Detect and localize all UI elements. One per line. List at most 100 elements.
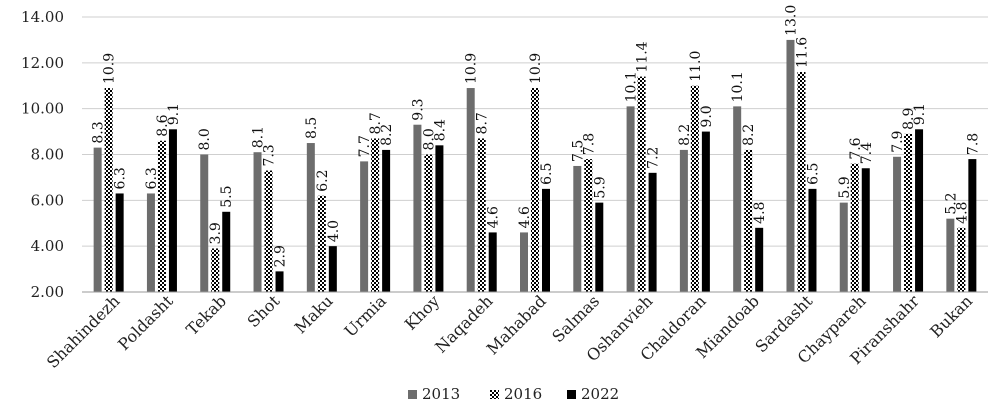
- bar-2016-bukan: [957, 227, 966, 292]
- bar-2022-salmas: [595, 202, 604, 292]
- data-label-2013-mahabad: 4.6: [517, 206, 533, 228]
- category-label: Shahindezh: [43, 291, 124, 372]
- category-label: Urmia: [340, 291, 390, 341]
- legend-label-2013: 2013: [422, 385, 460, 403]
- bar-2016-maku: [317, 195, 326, 292]
- bar-2016-miandoab: [744, 149, 753, 292]
- category-label: Poldasht: [114, 291, 177, 354]
- bar-2013-shot: [253, 152, 262, 292]
- data-label-2013-bukan: 5.2: [943, 192, 959, 214]
- bar-2022-chaldoran: [701, 131, 710, 292]
- bar-2016-piranshahr: [904, 133, 913, 292]
- bar-2016-poldasht: [157, 140, 166, 292]
- bar-2022-mahabad: [542, 188, 550, 292]
- bar-2013-chaldoran: [679, 149, 688, 292]
- y-tick-label: 14.00: [21, 8, 64, 26]
- bar-2022-shahindezh: [115, 193, 124, 292]
- data-label-2022-sardasht: 6.5: [805, 163, 821, 185]
- data-label-2016-bukan: 4.8: [954, 202, 970, 224]
- data-label-2013-urmia: 7.7: [357, 135, 373, 157]
- bar-2016-mahabad: [531, 88, 539, 293]
- bar-2016-chaypareh: [850, 163, 859, 292]
- bar-2013-miandoab: [733, 106, 742, 292]
- bar-2013-poldasht: [146, 193, 155, 292]
- bar-2016-shot: [264, 170, 273, 292]
- bar-2016-chaldoran: [690, 85, 699, 292]
- bars: [93, 39, 977, 293]
- bar-2022-maku: [328, 246, 337, 292]
- data-label-2013-tekab: 8.0: [197, 128, 213, 150]
- data-label-2016-mahabad: 10.9: [528, 53, 544, 84]
- y-tick-label: 8.00: [31, 146, 64, 164]
- data-label-2022-chaypareh: 7.4: [859, 142, 875, 164]
- y-tick-label: 12.00: [21, 54, 64, 72]
- data-label-2013-chaldoran: 8.2: [677, 124, 693, 146]
- data-label-2016-piranshahr: 8.9: [901, 108, 917, 130]
- bar-2022-naqadeh: [488, 232, 497, 292]
- bar-2016-khoy: [424, 154, 433, 292]
- y-tick-label: 2.00: [31, 283, 64, 301]
- data-label-2016-urmia: 8.7: [368, 112, 384, 134]
- category-label: Shot: [244, 291, 284, 331]
- data-label-2022-poldasht: 9.1: [166, 103, 182, 125]
- bar-2022-sardasht: [808, 188, 817, 292]
- data-label-2016-oshanvieh: 11.4: [635, 41, 651, 72]
- data-label-2022-khoy: 8.4: [432, 119, 448, 141]
- data-label-2022-maku: 4.0: [326, 220, 342, 242]
- bar-2013-tekab: [200, 154, 209, 292]
- y-tick-label: 10.00: [21, 100, 64, 118]
- data-label-2013-khoy: 9.3: [410, 98, 426, 120]
- bar-2022-khoy: [435, 145, 444, 292]
- data-label-2013-poldasht: 6.3: [144, 167, 160, 189]
- data-label-2022-piranshahr: 9.1: [912, 103, 928, 125]
- legend-label-2016: 2016: [504, 385, 542, 403]
- bar-2013-piranshahr: [893, 156, 902, 292]
- bar-2016-salmas: [584, 159, 593, 292]
- bar-2022-urmia: [382, 149, 391, 292]
- data-label-2013-maku: 8.5: [304, 117, 320, 139]
- data-label-2013-oshanvieh: 10.1: [624, 71, 640, 102]
- bar-2013-khoy: [413, 124, 422, 292]
- category-label: Tekab: [182, 291, 230, 339]
- legend-swatch-2022: [567, 390, 576, 399]
- bar-2013-mahabad: [520, 232, 528, 292]
- bar-2022-miandoab: [755, 227, 764, 292]
- data-label-2013-sardasht: 13.0: [783, 5, 799, 36]
- data-label-2022-shot: 2.9: [273, 245, 289, 267]
- bar-2013-sardasht: [786, 39, 795, 292]
- y-tick-label: 6.00: [31, 191, 64, 209]
- category-label: Salmas: [548, 291, 603, 346]
- data-label-2022-bukan: 7.8: [965, 133, 981, 155]
- bar-2013-urmia: [360, 161, 369, 292]
- data-label-2016-khoy: 8.0: [421, 128, 437, 150]
- bar-2016-shahindezh: [104, 88, 113, 293]
- y-axis: 2.00 4.00 6.00 8.00 10.00 12.00 14.00: [21, 8, 64, 301]
- data-label-2016-chaldoran: 11.0: [688, 51, 704, 82]
- bar-2013-maku: [306, 143, 315, 292]
- bar-2016-urmia: [371, 138, 380, 292]
- bar-2013-naqadeh: [466, 88, 475, 293]
- bar-2022-shot: [275, 271, 284, 292]
- bar-2016-oshanvieh: [637, 76, 646, 292]
- data-label-2022-oshanvieh: 7.2: [646, 147, 662, 169]
- data-label-2016-tekab: 3.9: [208, 222, 224, 244]
- bar-2013-oshanvieh: [626, 106, 635, 292]
- data-label-2022-mahabad: 6.5: [539, 163, 555, 185]
- data-label-2016-chaypareh: 7.6: [848, 137, 864, 159]
- category-label: Bukan: [926, 291, 976, 341]
- data-label-2013-piranshahr: 7.9: [890, 131, 906, 153]
- data-label-2016-sardasht: 11.6: [794, 37, 810, 68]
- data-label-2016-maku: 6.2: [315, 169, 331, 191]
- data-label-2016-shahindezh: 10.9: [102, 53, 118, 84]
- data-labels: 8.3 6.3 8.0 8.1 8.5 7.7 9.3 10.9 4.6 7.5 10.1 8.2 10…: [91, 5, 982, 268]
- data-label-2022-urmia: 8.2: [379, 124, 395, 146]
- category-label: Khoy: [401, 291, 443, 333]
- data-label-2013-salmas: 7.5: [570, 140, 586, 162]
- data-label-2013-naqadeh: 10.9: [464, 53, 480, 84]
- data-label-2016-poldasht: 8.6: [155, 114, 171, 136]
- data-label-2022-tekab: 5.5: [219, 186, 235, 208]
- bar-2022-chaypareh: [861, 168, 870, 292]
- bar-2016-tekab: [211, 248, 220, 292]
